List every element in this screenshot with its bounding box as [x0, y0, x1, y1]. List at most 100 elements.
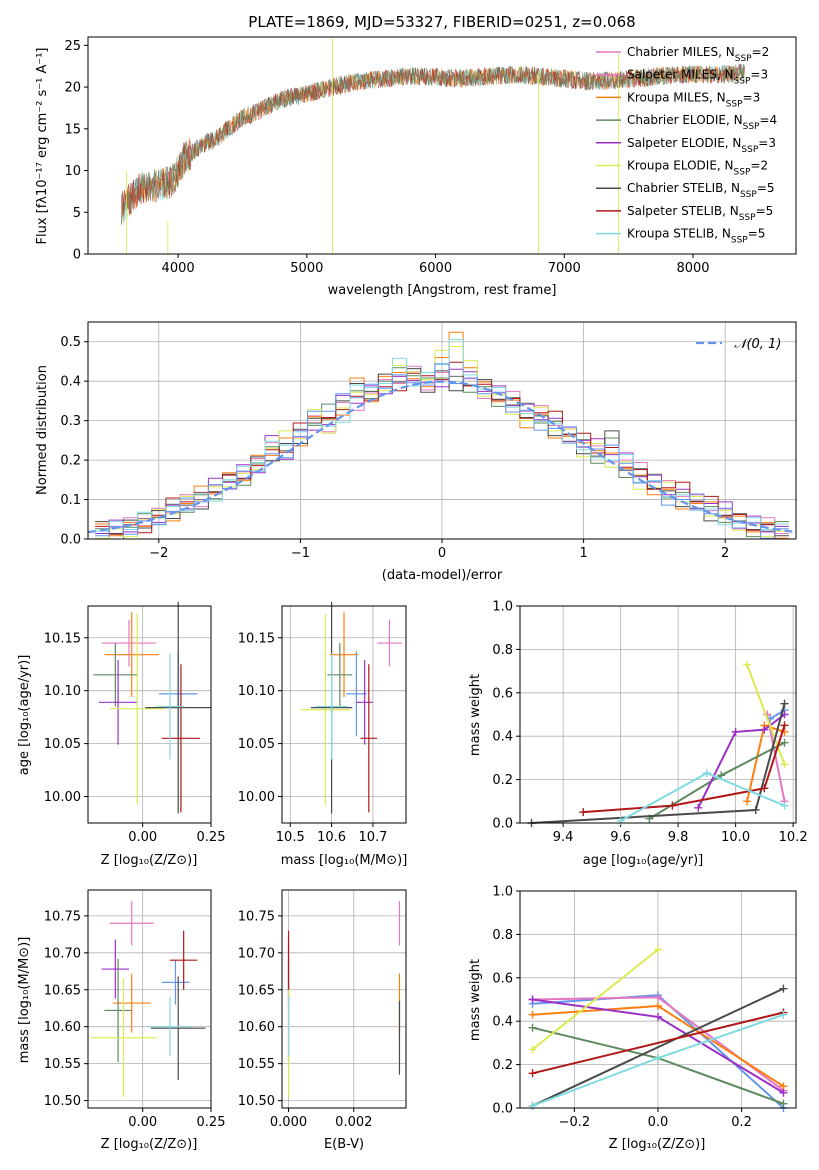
massweight-marker [743, 797, 752, 806]
y-tick-label: 0.1 [60, 493, 81, 508]
y-tick-label: 0.8 [492, 643, 513, 658]
massweight-marker [528, 1023, 537, 1032]
axes-frame [519, 605, 797, 824]
massweight-marker [668, 801, 677, 810]
massweight-marker [654, 1054, 662, 1063]
hist-step-series [95, 363, 789, 539]
massweight-marker [760, 725, 769, 734]
y-tick-label: 0.6 [492, 971, 513, 986]
y-tick-label: 10.70 [44, 946, 81, 961]
x-tick-label: 4000 [162, 261, 195, 276]
legend-entry: 𝒩(0, 1) [734, 337, 781, 352]
massweight-line [766, 714, 786, 802]
massweight-marker [528, 1045, 537, 1054]
massweight-marker [528, 1101, 537, 1110]
axes-frame [87, 321, 797, 540]
massweight-marker [528, 995, 537, 1004]
massweight-line [583, 725, 786, 814]
massweight-marker [654, 1002, 662, 1011]
gaussian-curve [87, 380, 797, 534]
legend-entry: Salpeter MILES, NSSP=3 [627, 68, 768, 87]
mass-z-xlabel: Z [log₁₀(Z/Z⊙)] [101, 1137, 198, 1152]
mw-age-xlabel: age [log₁₀(age/yr)] [583, 853, 704, 868]
mass-vs-z-panel: 0.00 0.25 10.50 10.55 10.60 10.65 10.70 10.75 [44, 889, 226, 1130]
x-tick-label: 9.8 [668, 830, 689, 845]
y-tick-label: 10.50 [44, 1094, 81, 1109]
x-tick-label: 0.2 [731, 1115, 752, 1130]
massweight-marker [780, 699, 789, 708]
axes-frame [281, 889, 407, 1109]
mass-z-ylabel: mass [log₁₀(M/M⊙)] [17, 937, 32, 1064]
x-tick-label: 2 [721, 546, 729, 561]
y-tick-label: 0.3 [60, 414, 81, 429]
y-tick-label: 5 [73, 206, 81, 221]
x-tick-label: 0.00 [128, 1115, 157, 1130]
massweight-line [532, 987, 784, 1107]
x-tick-label: 10.6 [317, 830, 346, 845]
massweight-marker [731, 727, 740, 736]
mass-vs-ebv-panel: 0.000 0.002 10.50 10.55 10.60 10.65 10.70 10.75 [238, 889, 407, 1130]
spectrum-xlabel: wavelength [Angstrom, rest frame] [328, 283, 557, 298]
y-tick-label: 1.0 [492, 885, 513, 900]
y-tick-label: 10.10 [238, 684, 275, 699]
y-tick-label: 0.2 [492, 773, 513, 788]
age-z-ylabel: age [log₁₀(age/yr)] [17, 655, 32, 776]
y-tick-label: 10.75 [44, 909, 81, 924]
mass-ebv-xlabel: E(B-V) [324, 1137, 364, 1152]
massweight-marker [780, 801, 789, 810]
spectrum-line [121, 63, 745, 224]
mw-z-xlabel: Z [log₁₀(Z/Z⊙)] [609, 1137, 706, 1152]
massweight-marker [528, 1010, 537, 1019]
axes-frame [519, 890, 797, 1109]
y-tick-label: 10.05 [44, 737, 81, 752]
x-tick-label: 8000 [676, 261, 709, 276]
y-tick-label: 0.4 [492, 730, 513, 745]
x-tick-label: 0.25 [197, 1115, 226, 1130]
massweight-vs-age-panel: 9.4 9.6 9.8 10.0 10.2 0.0 0.2 0.4 0.6 0.8 1.0 [492, 600, 807, 846]
x-tick-label: 7000 [548, 261, 581, 276]
y-tick-label: 10.00 [238, 790, 275, 805]
spectrum-panel: 4000 5000 6000 7000 8000 0 5 10 15 20 25 Chabrier M… [64, 36, 797, 276]
y-tick-label: 0.0 [492, 1102, 513, 1117]
axes-frame [87, 889, 212, 1109]
y-tick-label: 25 [64, 39, 81, 54]
y-tick-label: 0.2 [60, 454, 81, 469]
massweight-marker [702, 769, 711, 778]
massweight-marker [779, 1010, 788, 1019]
massweight-marker [717, 771, 726, 780]
massweight-marker [779, 1088, 788, 1097]
legend-entry: Chabrier STELIB, NSSP=5 [627, 181, 775, 200]
y-tick-label: 10.55 [238, 1057, 275, 1072]
massweight-marker [780, 721, 789, 730]
legend-entry: Salpeter STELIB, NSSP=5 [627, 204, 773, 223]
histogram-panel: −2 −1 0 1 2 0.0 0.1 0.2 0.3 0.4 0.5 𝒩(0, 1) [60, 321, 797, 561]
y-tick-label: 10.15 [44, 631, 81, 646]
age-mass-xlabel: mass [log₁₀(M/M⊙)] [281, 853, 408, 868]
y-tick-label: 10.75 [238, 909, 275, 924]
x-tick-label: 6000 [419, 261, 452, 276]
legend-entry: Chabrier MILES, NSSP=2 [627, 45, 769, 64]
age-vs-mass-panel: 10.5 10.6 10.7 10.00 10.05 10.10 10.15 [238, 601, 407, 845]
mw-age-ylabel: mass weight [468, 674, 483, 756]
massweight-marker [780, 760, 789, 769]
x-tick-label: 10.0 [721, 830, 750, 845]
massweight-marker [779, 984, 788, 993]
y-tick-label: 10.10 [44, 684, 81, 699]
x-tick-label: 10.2 [779, 830, 808, 845]
y-tick-label: 10.65 [238, 983, 275, 998]
x-tick-label: 1 [579, 546, 587, 561]
y-tick-label: 10.55 [44, 1057, 81, 1072]
y-tick-label: 10.60 [238, 1020, 275, 1035]
y-tick-label: 10.50 [238, 1094, 275, 1109]
x-tick-label: 0 [438, 546, 446, 561]
legend-entry: Kroupa STELIB, NSSP=5 [627, 227, 765, 246]
hist-step-series [95, 365, 789, 540]
massweight-marker [654, 993, 662, 1002]
hist-xlabel: (data-model)/error [382, 568, 503, 583]
x-tick-label: 0.002 [335, 1115, 372, 1130]
age-z-xlabel: Z [log₁₀(Z/Z⊙)] [101, 853, 198, 868]
massweight-marker [654, 1012, 662, 1021]
massweight-marker [528, 1069, 537, 1078]
y-tick-label: 0.0 [60, 533, 81, 548]
